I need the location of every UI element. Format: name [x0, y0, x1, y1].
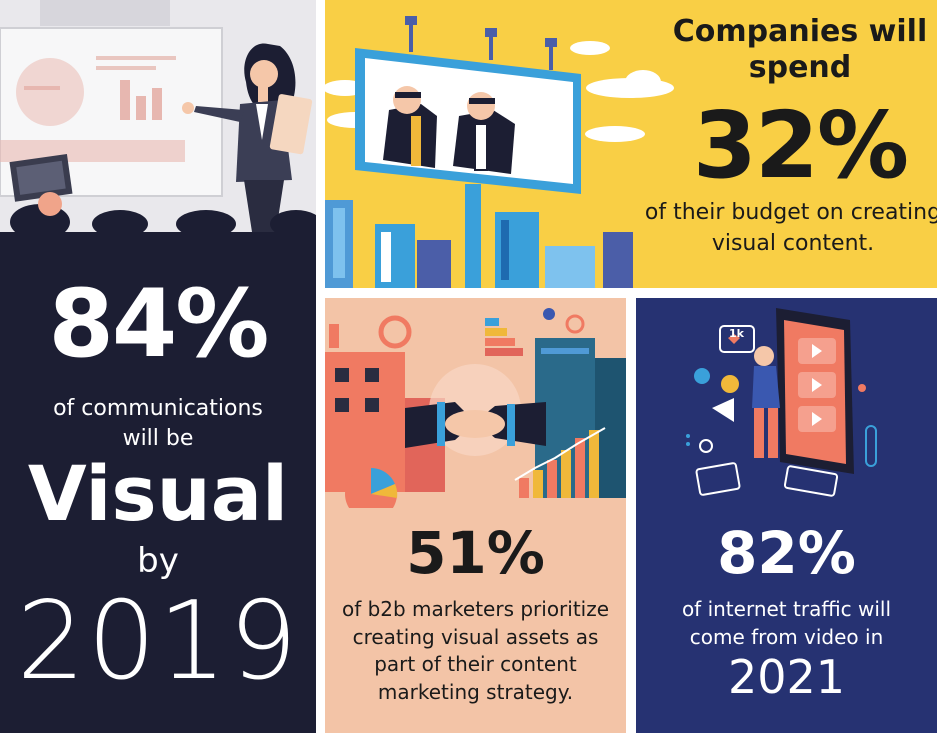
left-caption-line1: of communications — [53, 396, 263, 421]
right-caption: of internet traffic will come from video… — [681, 597, 892, 649]
top-stat-panel: Companies will spend 32% of their budget… — [325, 0, 937, 288]
presenter-at-whiteboard-icon — [0, 0, 316, 240]
top-caption: of their budget on creating visual conte… — [644, 200, 937, 256]
likes-badge: 1k — [729, 327, 744, 340]
left-caption-line2: will be — [122, 426, 194, 451]
middle-caption: of b2b marketers prioritize creating vis… — [341, 597, 610, 704]
left-percent: 84% — [48, 270, 270, 379]
billboard-illustration — [325, 16, 674, 288]
presentation-illustration — [0, 0, 316, 240]
right-percent: 82% — [717, 519, 856, 587]
left-stat-panel: 84% of communications will be Visual by … — [0, 0, 316, 733]
smartphone-video-illustration — [686, 308, 877, 497]
right-stat-panel: 1k 82% of internet traffic will come fro… — [636, 298, 937, 733]
handshake-illustration — [325, 308, 626, 508]
left-emphasis-word: Visual — [27, 449, 289, 538]
top-heading: Companies will spend — [672, 14, 928, 85]
left-year: 2019 — [16, 579, 300, 704]
middle-stat-panel: 51% of b2b marketers prioritize creating… — [325, 298, 626, 733]
middle-percent: 51% — [406, 519, 545, 587]
left-by-word: by — [137, 541, 179, 581]
right-year: 2021 — [727, 650, 846, 704]
top-percent: 32% — [692, 92, 909, 199]
